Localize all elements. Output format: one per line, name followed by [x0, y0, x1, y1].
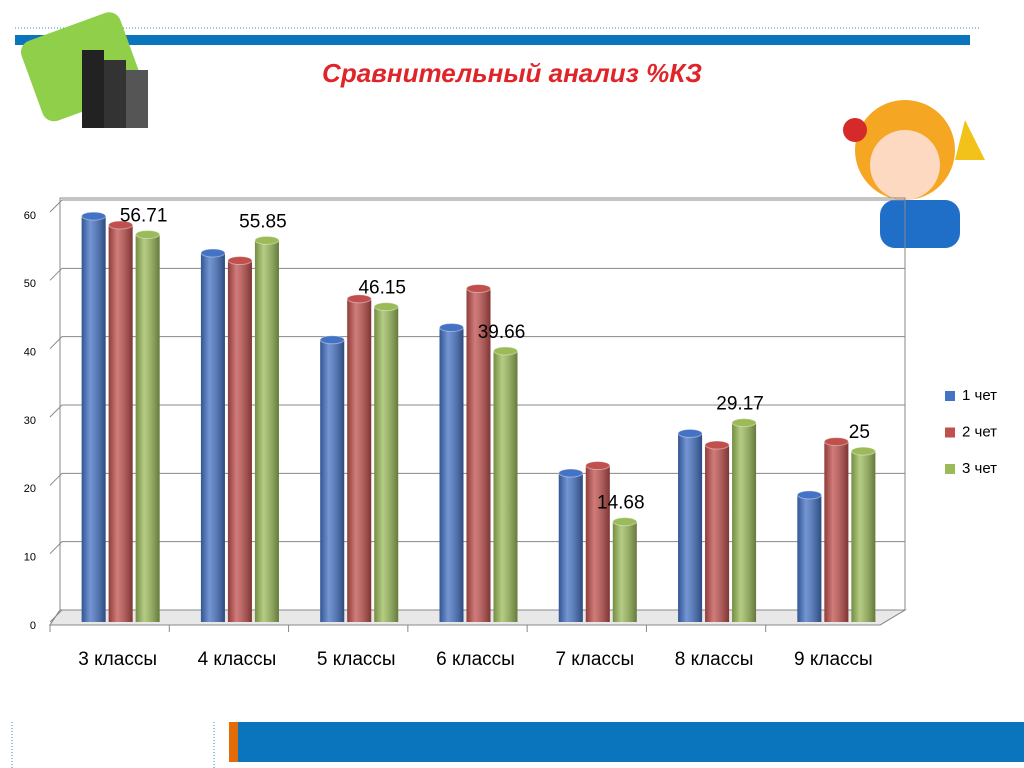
bar-shade — [732, 422, 757, 622]
y-tick-label: 20 — [24, 483, 36, 495]
bar-shade — [320, 339, 345, 622]
bar-cap — [823, 437, 849, 447]
bar-shade — [493, 350, 518, 622]
bar-shade — [254, 240, 279, 622]
bar-cap — [796, 490, 822, 500]
grid-line — [49, 336, 905, 350]
bar-cap — [200, 248, 226, 258]
x-tick-label: 3 классы — [78, 649, 157, 670]
bar-cap — [558, 468, 584, 478]
bottom-accent — [229, 722, 238, 762]
y-tick-label: 0 — [30, 620, 36, 632]
grid-line — [49, 404, 905, 418]
bar-shade — [558, 473, 583, 622]
bar-cap — [319, 335, 345, 345]
bar-cap — [373, 302, 399, 312]
bar-cap — [677, 428, 703, 438]
x-tick-label: 9 классы — [794, 649, 873, 670]
bar-cap — [439, 322, 464, 332]
bar-cap — [466, 284, 491, 294]
bar-shade — [374, 306, 399, 622]
bar-shade — [851, 451, 876, 622]
bar-shade — [135, 234, 160, 622]
legend-swatch — [945, 391, 955, 401]
bar-shade — [466, 288, 491, 622]
y-tick-label: 40 — [24, 347, 36, 359]
bar-cap — [612, 517, 638, 527]
y-tick-label: 50 — [24, 278, 36, 290]
x-tick-label: 4 классы — [198, 649, 277, 670]
y-tick-label: 10 — [24, 552, 36, 564]
bar-cap — [227, 256, 253, 266]
x-tick-label: 5 классы — [317, 649, 396, 670]
bar-shade — [439, 327, 464, 622]
x-tick-label: 6 классы — [436, 649, 515, 670]
bar-cap — [731, 418, 757, 428]
grid-line — [49, 472, 905, 486]
data-label: 55.85 — [239, 211, 287, 232]
grid-line — [49, 267, 905, 281]
bar-cap — [585, 461, 611, 471]
bar-shade — [797, 494, 822, 622]
books-icon — [21, 12, 148, 128]
top-bar — [15, 35, 970, 45]
data-label: 46.15 — [358, 278, 406, 299]
x-tick-label: 8 классы — [675, 649, 754, 670]
bar-shade — [824, 441, 849, 622]
legend-label: 3 чет — [962, 460, 997, 477]
bar-cap — [850, 446, 876, 456]
bar-shade — [705, 445, 730, 622]
x-tick-label: 7 классы — [555, 649, 634, 670]
bar-cap — [704, 440, 730, 450]
bar-shade — [585, 465, 610, 622]
bar-shade — [108, 224, 133, 622]
bar-cap — [108, 220, 134, 230]
data-label: 25 — [849, 422, 870, 443]
legend-label: 1 чет — [962, 387, 997, 404]
legend-swatch — [945, 464, 955, 474]
bar-shade — [227, 260, 252, 622]
bar-shade — [612, 521, 637, 622]
bar-cap — [81, 211, 107, 221]
bar-shade — [347, 298, 372, 622]
bar-cap — [493, 346, 518, 356]
bar-cap — [135, 229, 161, 239]
bar-shade — [81, 216, 106, 622]
bar-cap — [346, 294, 372, 304]
chart-title: Сравнительный анализ %КЗ — [322, 58, 702, 88]
bottom-bar — [238, 722, 1024, 762]
data-label: 56.71 — [120, 205, 168, 226]
data-label: 29.17 — [716, 394, 764, 415]
bar-shade — [200, 253, 225, 622]
y-tick-label: 60 — [24, 210, 36, 222]
girl-illustration — [843, 100, 985, 248]
bar-cap — [254, 235, 280, 245]
data-label: 39.66 — [478, 322, 526, 343]
data-label: 14.68 — [597, 493, 645, 514]
y-tick-label: 30 — [24, 415, 36, 427]
legend-label: 2 чет — [962, 423, 997, 440]
grid-line — [49, 199, 905, 213]
bar-shade — [678, 433, 703, 622]
legend-swatch — [945, 427, 955, 438]
